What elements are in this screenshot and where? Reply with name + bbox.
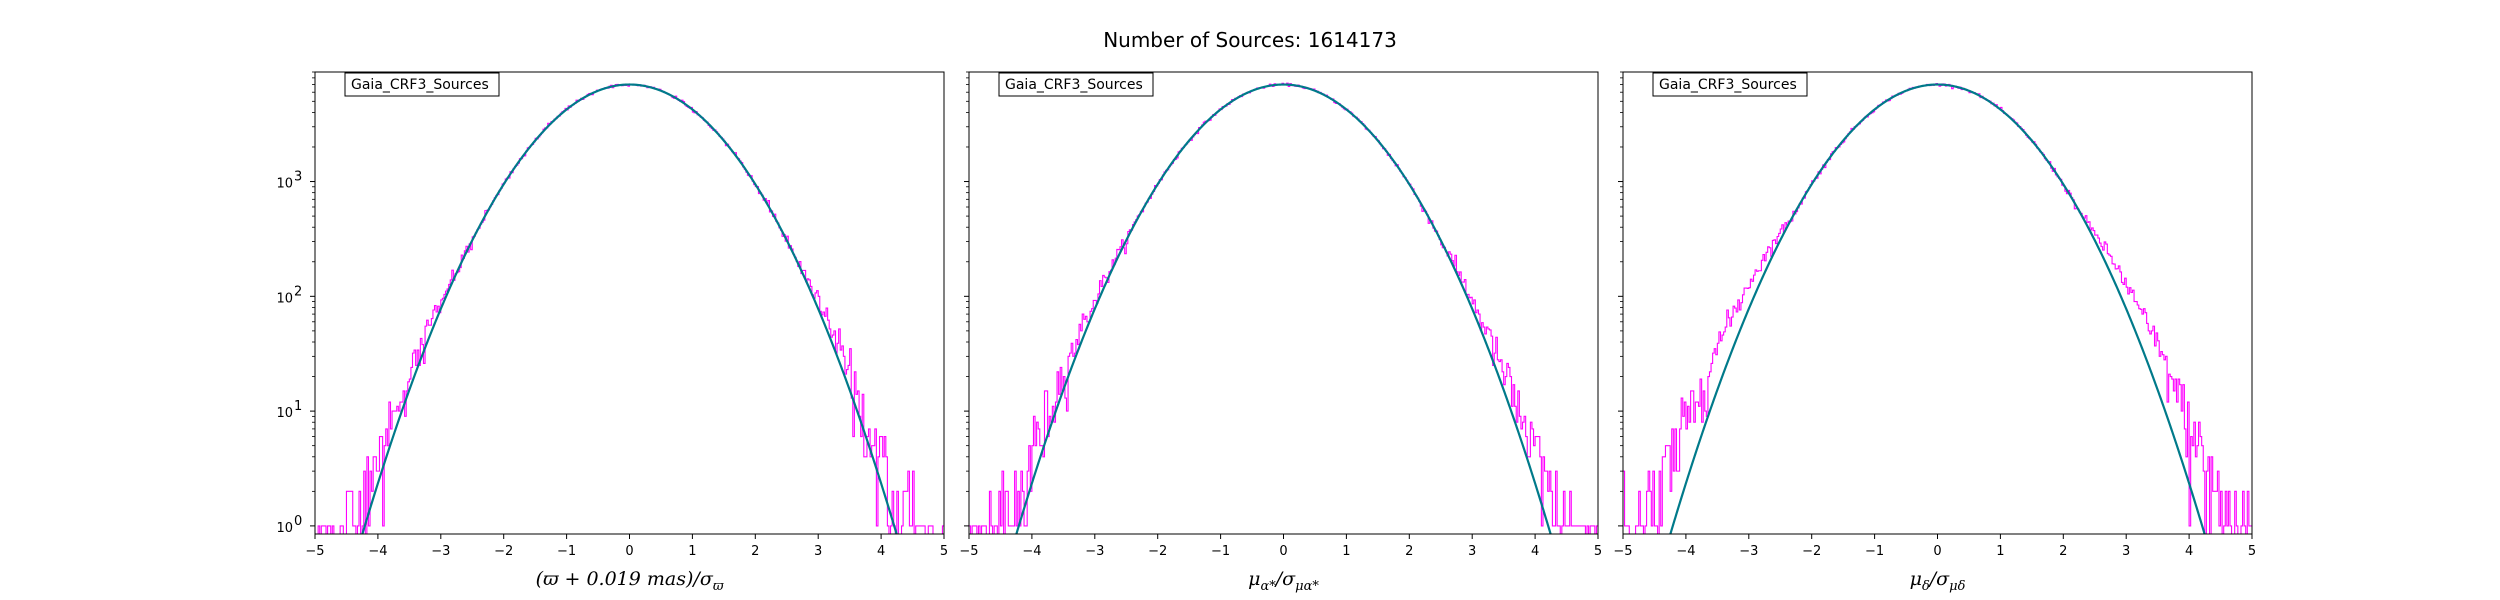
x-tick-label: 3 [1468,544,1476,559]
x-tick-label: 2 [751,544,759,559]
x-tick-label: 3 [2122,544,2130,559]
y-tick-label: 10 [276,177,293,192]
x-tick-label: −3 [431,544,450,559]
x-axis-label: μδ/σμδ [1910,568,1966,594]
x-tick-label: −4 [368,544,387,559]
legend-label: Gaia_CRF3_Sources [1659,77,1797,93]
legend-box [998,72,1154,97]
x-tick-label: 4 [2185,544,2193,559]
legend-box [344,72,500,97]
y-tick-label: 10 [276,521,293,536]
x-tick-label: 0 [1933,544,1941,559]
histogram-series [317,83,944,534]
histogram-series [969,82,1598,534]
legend: Gaia_CRF3_Sources [998,72,1154,97]
x-tick-label: 4 [1531,544,1539,559]
x-tick-label: −5 [1613,544,1632,559]
y-tick-exponent: 2 [294,284,302,299]
plot-area [969,82,1598,534]
x-tick-label: 5 [1594,544,1602,559]
x-tick-label: −3 [1739,544,1758,559]
legend-label: Gaia_CRF3_Sources [351,77,489,93]
x-tick-label: 5 [2248,544,2256,559]
x-tick-label: −5 [305,544,324,559]
legend-box [1652,72,1808,97]
x-tick-label: −1 [557,544,576,559]
x-tick-label: 1 [1996,544,2004,559]
y-tick-exponent: 1 [294,399,302,414]
x-tick-label: 0 [1279,544,1287,559]
plot-area [317,83,944,534]
legend: Gaia_CRF3_Sources [344,72,500,97]
x-tick-label: 5 [940,544,948,559]
x-axis-label: (ϖ + 0.019 mas)/σϖ [536,568,724,594]
x-tick-label: 3 [814,544,822,559]
x-tick-label: −5 [959,544,978,559]
x-tick-label: −4 [1676,544,1695,559]
x-tick-label: −2 [1148,544,1167,559]
x-tick-label: −1 [1211,544,1230,559]
plot-area [1623,82,2252,534]
x-tick-label: −1 [1865,544,1884,559]
x-tick-label: 2 [1405,544,1413,559]
axes-frame [314,71,945,535]
y-tick-label: 10 [276,406,293,421]
panel-2: −5 −4 −3 −2 −1 0 1 2 3 4 5 Gaia_CRF3_Sources μα*/σμα… [959,71,1602,594]
y-tick-exponent: 0 [294,514,302,529]
x-tick-label: 0 [625,544,633,559]
model-curve [1015,83,1552,534]
x-tick-label: 1 [688,544,696,559]
axes-frame [1622,71,2253,535]
x-tick-label: 2 [2059,544,2067,559]
model-curve [1669,83,2206,534]
axes-frame [968,71,1599,535]
x-tick-label: 4 [877,544,885,559]
panel-3: −5 −4 −3 −2 −1 0 1 2 3 4 5 Gaia_CRF3_Sources μδ/σμδ [1613,71,2256,594]
y-tick-exponent: 3 [294,170,302,185]
x-tick-label: −4 [1022,544,1041,559]
y-tick-label: 10 [276,291,293,306]
legend-label: Gaia_CRF3_Sources [1005,77,1143,93]
histogram-series [1623,82,2252,534]
legend: Gaia_CRF3_Sources [1652,72,1808,97]
x-tick-label: 1 [1342,544,1350,559]
x-tick-label: −2 [494,544,513,559]
model-curve [361,83,898,534]
x-axis-label: μα*/σμα* [1248,568,1319,594]
figure-title: Number of Sources: 1614173 [1103,28,1397,52]
x-tick-label: −2 [1802,544,1821,559]
x-tick-label: −3 [1085,544,1104,559]
